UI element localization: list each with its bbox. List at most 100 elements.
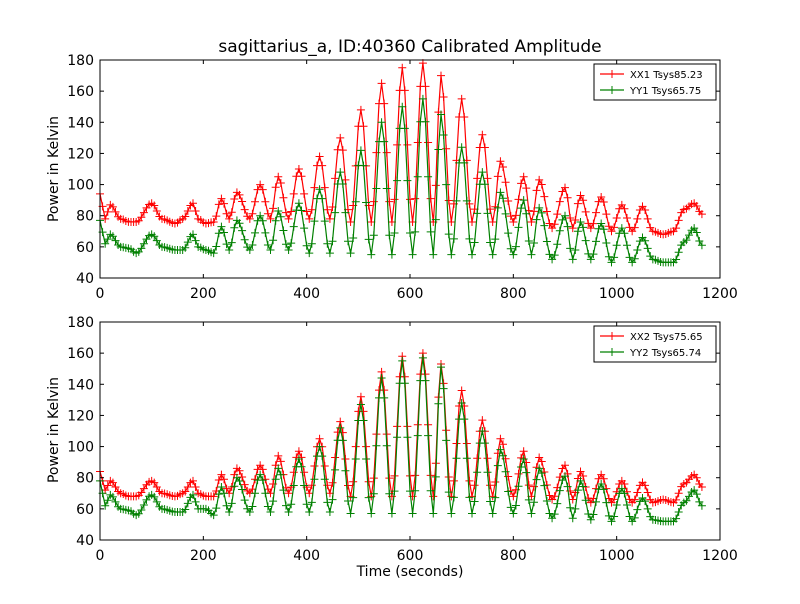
data-point-marker (462, 454, 471, 463)
data-point-marker (248, 485, 257, 494)
data-point-marker (305, 489, 314, 498)
data-point-marker (240, 205, 249, 214)
data-point-marker (511, 242, 520, 251)
data-point-marker (152, 236, 161, 245)
data-point-marker (468, 250, 476, 259)
data-point-marker (612, 500, 621, 509)
data-point-marker (501, 209, 510, 218)
data-point-marker (511, 501, 520, 510)
data-point-marker (491, 235, 500, 244)
data-point-marker (604, 252, 613, 261)
data-point-marker (496, 445, 505, 454)
data-point-marker (251, 197, 259, 206)
data-point-marker (620, 489, 629, 498)
data-point-marker (305, 214, 314, 223)
data-point-marker (514, 482, 523, 491)
data-point-marker (209, 217, 218, 226)
data-point-marker (341, 466, 350, 475)
data-point-marker (592, 237, 600, 246)
data-point-marker (604, 494, 613, 503)
data-point-marker (307, 498, 316, 507)
data-point-marker (367, 250, 376, 259)
data-point-marker (152, 483, 161, 492)
data-point-marker (191, 483, 200, 492)
data-point-marker (413, 138, 422, 147)
data-point-marker (338, 179, 347, 188)
data-point-marker (346, 217, 355, 226)
data-point-marker (561, 211, 569, 220)
data-point-marker (323, 239, 332, 248)
x-tick-label: 1000 (599, 548, 635, 564)
data-point-marker (437, 110, 445, 119)
data-point-marker (434, 399, 443, 408)
data-point-marker (217, 222, 226, 231)
data-point-marker (258, 476, 267, 485)
data-point-marker (393, 140, 402, 149)
data-point-marker (346, 249, 355, 258)
data-point-marker (437, 71, 445, 80)
data-point-marker (470, 481, 479, 490)
data-point-marker (349, 477, 358, 486)
data-point-marker (610, 512, 619, 521)
data-point-marker (514, 195, 523, 204)
data-point-marker (465, 234, 474, 243)
data-point-marker (527, 250, 536, 259)
data-point-marker (248, 502, 257, 511)
data-point-marker (261, 228, 270, 237)
x-tick-label: 200 (190, 548, 217, 564)
data-point-marker (581, 236, 590, 245)
data-point-marker (341, 175, 350, 184)
data-point-marker (452, 454, 461, 463)
data-point-marker (535, 464, 544, 473)
data-point-marker (483, 209, 492, 218)
data-point-marker (493, 461, 502, 470)
data-point-marker (524, 495, 533, 504)
data-point-marker (287, 500, 296, 509)
data-point-marker (369, 474, 378, 483)
data-point-marker (473, 468, 482, 477)
data-point-marker (385, 474, 394, 483)
data-point-marker (623, 241, 631, 250)
data-point-marker (478, 168, 487, 177)
data-point-marker (442, 180, 451, 189)
data-point-marker (439, 384, 448, 393)
series-markers-1-1 (96, 59, 706, 239)
data-point-marker (561, 461, 569, 470)
data-point-marker (364, 235, 373, 244)
data-point-marker (325, 249, 334, 258)
legend-entry-label: YY1 Tsys65.75 (629, 86, 701, 97)
data-point-marker (545, 250, 554, 259)
data-point-marker (346, 509, 355, 518)
data-point-marker (338, 436, 347, 445)
data-point-marker (258, 185, 267, 194)
data-point-marker (189, 230, 197, 239)
legend-box (593, 63, 717, 101)
data-point-marker (672, 495, 681, 504)
data-point-marker (258, 216, 267, 225)
data-point-marker (297, 206, 306, 215)
data-point-marker (527, 509, 536, 518)
data-point-marker (261, 489, 270, 498)
data-point-marker (499, 194, 507, 203)
data-point-marker (393, 176, 402, 185)
data-point-marker (300, 481, 309, 490)
data-point-marker (633, 245, 642, 254)
data-point-marker (421, 117, 430, 126)
data-point-marker (550, 492, 559, 501)
data-point-marker (385, 231, 394, 240)
data-point-marker (478, 427, 487, 435)
data-point-marker (364, 493, 373, 502)
data-point-marker (276, 212, 285, 221)
x-tick-label: 600 (397, 286, 424, 302)
data-point-marker (271, 183, 280, 192)
data-point-marker (483, 468, 492, 477)
data-point-marker (421, 376, 430, 385)
data-point-marker (530, 498, 538, 507)
legend-box (593, 325, 717, 363)
legend-entry-label: XX1 Tsys85.23 (630, 70, 703, 81)
data-point-marker (674, 248, 683, 257)
data-point-marker (545, 219, 554, 228)
data-point-marker (592, 497, 600, 506)
data-point-marker (589, 219, 598, 228)
data-point-marker (315, 442, 324, 451)
